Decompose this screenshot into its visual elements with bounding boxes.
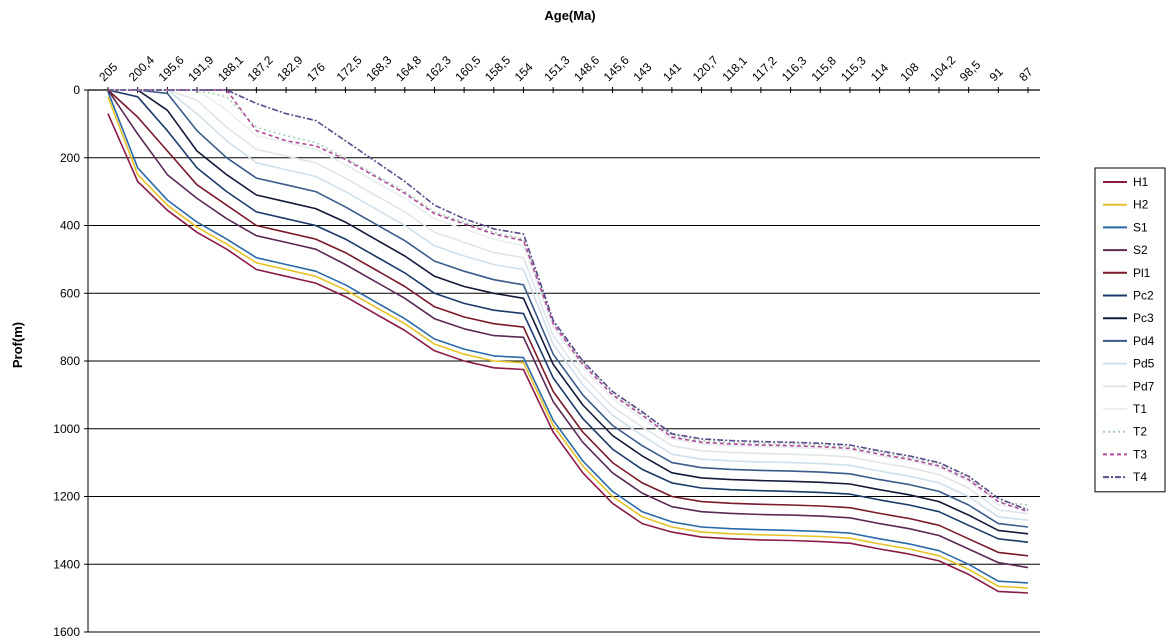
legend-label: T3 — [1133, 447, 1147, 461]
series-line-pl1 — [107, 89, 1029, 557]
series-line-h2 — [107, 96, 1029, 589]
series-line-pc2 — [107, 89, 1029, 543]
legend-label: T1 — [1133, 402, 1147, 416]
legend-label: Pc2 — [1133, 289, 1154, 303]
legend-label: T4 — [1133, 470, 1147, 484]
x-axis-title: Age(Ma) — [544, 8, 595, 23]
legend-label: Pd7 — [1133, 379, 1155, 393]
legend-label: Pd5 — [1133, 357, 1155, 371]
legend-label: Pd4 — [1133, 334, 1155, 348]
legend: H1 H2 S1 S2 Pl1 Pc2 Pc3 Pd4 Pd5 Pd7 T1 T2 T3 T4 — [1094, 167, 1166, 493]
series-line-t2 — [108, 89, 1029, 506]
series-line-t4 — [108, 89, 1029, 511]
series-line-h1 — [107, 113, 1029, 594]
series-lines — [107, 89, 1029, 594]
y-axis-title: Prof(m) — [10, 322, 25, 368]
y-tick-label: 400 — [60, 219, 80, 233]
legend-label: Pc3 — [1133, 311, 1154, 325]
legend-label: H2 — [1133, 198, 1149, 212]
series-line-t3 — [108, 89, 1029, 513]
y-tick-label: 600 — [60, 286, 80, 300]
legend-label: Pl1 — [1133, 266, 1151, 280]
series-line-pd5 — [108, 89, 1029, 521]
series-line-pc3 — [108, 89, 1029, 535]
y-tick-label: 1400 — [53, 557, 80, 571]
y-tick-label: 200 — [60, 151, 80, 165]
y-tick-label: 800 — [60, 354, 80, 368]
series-line-s1 — [107, 91, 1029, 584]
legend-label: S2 — [1133, 243, 1148, 257]
legend-label: T2 — [1133, 425, 1147, 439]
gridlines — [88, 157, 1040, 633]
series-line-pd4 — [108, 89, 1029, 528]
series-line-pd7 — [108, 89, 1029, 515]
legend-label: H1 — [1133, 175, 1149, 189]
legend-box — [1094, 167, 1166, 493]
legend-label: S1 — [1133, 220, 1148, 234]
y-tick-label: 1600 — [53, 625, 80, 639]
y-tick-label: 0 — [73, 83, 80, 97]
series-line-t1 — [108, 89, 1029, 510]
series-line-s2 — [107, 89, 1029, 569]
y-tick-label: 1200 — [53, 490, 80, 504]
y-tick-label: 1000 — [53, 422, 80, 436]
